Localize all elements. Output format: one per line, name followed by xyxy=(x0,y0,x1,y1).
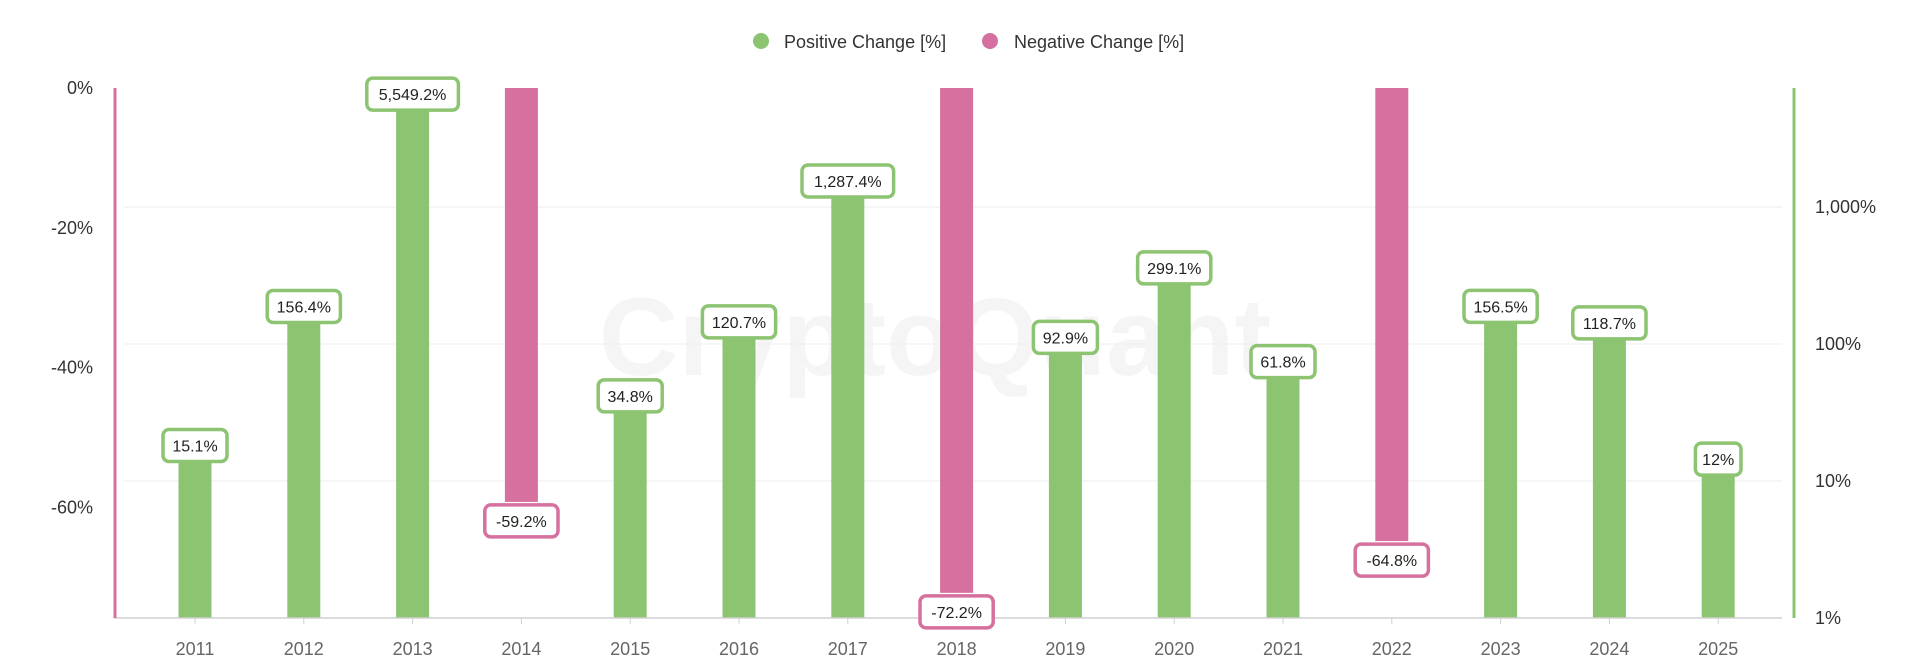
bar-negative-2014[interactable] xyxy=(504,88,538,502)
data-label-box xyxy=(1693,441,1743,477)
data-label-text: 299.1% xyxy=(1147,261,1201,278)
bar-negative-2022[interactable] xyxy=(1375,88,1409,542)
left-tick-label: -60% xyxy=(51,498,93,518)
data-label-positive-2013: 5,549.2% xyxy=(365,76,461,112)
x-tick-label: 2020 xyxy=(1154,639,1194,659)
data-label-box xyxy=(483,503,560,539)
data-label-positive-2020: 299.1% xyxy=(1135,250,1213,286)
data-label-box xyxy=(1462,288,1539,325)
bar-positive-2015[interactable] xyxy=(613,406,647,618)
bar-positive-2024[interactable] xyxy=(1592,333,1626,618)
bar-positive-2023[interactable] xyxy=(1484,317,1518,618)
right-tick-label: 1,000% xyxy=(1815,197,1876,217)
data-label-text: -59.2% xyxy=(496,514,547,531)
data-label-text: 92.9% xyxy=(1043,330,1088,347)
data-label-box xyxy=(800,163,896,199)
data-label-positive-2024: 118.7% xyxy=(1571,305,1648,341)
data-label-text: 1,287.4% xyxy=(814,174,882,191)
x-tick-label: 2023 xyxy=(1481,639,1521,659)
x-tick-label: 2018 xyxy=(937,639,977,659)
data-label-positive-2017: 1,287.4% xyxy=(800,163,896,199)
bar-positive-2011[interactable] xyxy=(178,456,212,618)
legend-positive-marker xyxy=(753,33,769,49)
bar-positive-2013[interactable] xyxy=(396,105,430,619)
data-label-text: 5,549.2% xyxy=(379,87,447,104)
data-label-box xyxy=(265,288,343,325)
bar-positive-2017[interactable] xyxy=(831,192,865,618)
data-label-text: 15.1% xyxy=(172,439,217,456)
x-tick-label: 2017 xyxy=(828,639,868,659)
data-label-positive-2021: 61.8% xyxy=(1249,343,1317,380)
data-label-text: 12% xyxy=(1702,452,1734,469)
data-label-positive-2011: 15.1% xyxy=(161,427,229,464)
data-label-text: 118.7% xyxy=(1583,316,1636,333)
axes: 0% -20% -40% -60% 1,000% 100% 10% 1% 2011 2012 201… xyxy=(51,78,1876,659)
data-label-text: 156.5% xyxy=(1473,299,1527,316)
data-labels: 15.1% 156.4% 5,549.2% -59.2% 34.8% 120.7% 1,28… xyxy=(161,76,1743,630)
bar-negative-2018[interactable] xyxy=(940,88,974,593)
right-tick-label: 10% xyxy=(1815,471,1851,491)
data-label-negative-2014: -59.2% xyxy=(483,503,560,539)
data-label-box xyxy=(1031,319,1100,356)
data-label-box xyxy=(161,427,229,464)
legend-negative-marker xyxy=(982,33,998,49)
legend-negative-label[interactable]: Negative Change [%] xyxy=(1014,32,1184,52)
legend-positive-label[interactable]: Positive Change [%] xyxy=(784,32,946,52)
x-tick-label: 2022 xyxy=(1372,639,1412,659)
bar-positive-2019[interactable] xyxy=(1048,348,1082,618)
data-label-text: -64.8% xyxy=(1366,553,1417,570)
right-tick-label: 100% xyxy=(1815,334,1861,354)
data-label-positive-2012: 156.4% xyxy=(265,288,343,325)
data-label-positive-2025: 12% xyxy=(1693,441,1743,477)
legend[interactable]: Positive Change [%] Negative Change [%] xyxy=(753,32,1184,52)
data-label-text: 120.7% xyxy=(712,315,766,332)
data-label-box xyxy=(1249,343,1317,380)
data-label-box xyxy=(1571,305,1648,341)
bar-positive-2020[interactable] xyxy=(1157,278,1191,618)
x-tick-label: 2013 xyxy=(393,639,433,659)
x-tick-label: 2015 xyxy=(610,639,650,659)
data-label-box xyxy=(365,76,461,112)
bar-positive-2016[interactable] xyxy=(722,332,756,618)
x-tick-label: 2011 xyxy=(176,639,215,659)
left-tick-label: 0% xyxy=(67,78,93,98)
data-label-negative-2018: -72.2% xyxy=(918,594,995,630)
x-tick-label: 2024 xyxy=(1589,639,1629,659)
x-tick-label: 2019 xyxy=(1045,639,1085,659)
left-tick-label: -40% xyxy=(51,358,93,378)
x-tick-label: 2021 xyxy=(1263,639,1303,659)
data-label-box xyxy=(596,378,664,414)
data-label-box xyxy=(1353,542,1431,578)
x-tick-label: 2016 xyxy=(719,639,759,659)
bars xyxy=(178,88,1735,619)
x-tick-label: 2025 xyxy=(1698,639,1738,659)
bar-positive-2021[interactable] xyxy=(1266,372,1300,618)
right-tick-label: 1% xyxy=(1815,608,1841,628)
left-tick-label: -20% xyxy=(51,218,93,238)
data-label-positive-2016: 120.7% xyxy=(700,304,778,340)
x-tick-label: 2012 xyxy=(284,639,324,659)
data-label-text: 34.8% xyxy=(608,389,653,406)
bar-positive-2025[interactable] xyxy=(1701,470,1735,618)
data-label-positive-2015: 34.8% xyxy=(596,378,664,414)
data-label-positive-2023: 156.5% xyxy=(1462,288,1539,325)
data-label-text: 156.4% xyxy=(277,299,331,316)
x-tick-label: 2014 xyxy=(501,639,541,659)
data-label-text: 61.8% xyxy=(1260,355,1305,372)
data-label-text: -72.2% xyxy=(931,605,982,622)
data-label-positive-2019: 92.9% xyxy=(1031,319,1100,356)
data-label-box xyxy=(700,304,778,340)
data-label-box xyxy=(918,594,995,630)
data-label-negative-2022: -64.8% xyxy=(1353,542,1431,578)
data-label-box xyxy=(1135,250,1213,286)
bar-positive-2012[interactable] xyxy=(287,317,321,618)
